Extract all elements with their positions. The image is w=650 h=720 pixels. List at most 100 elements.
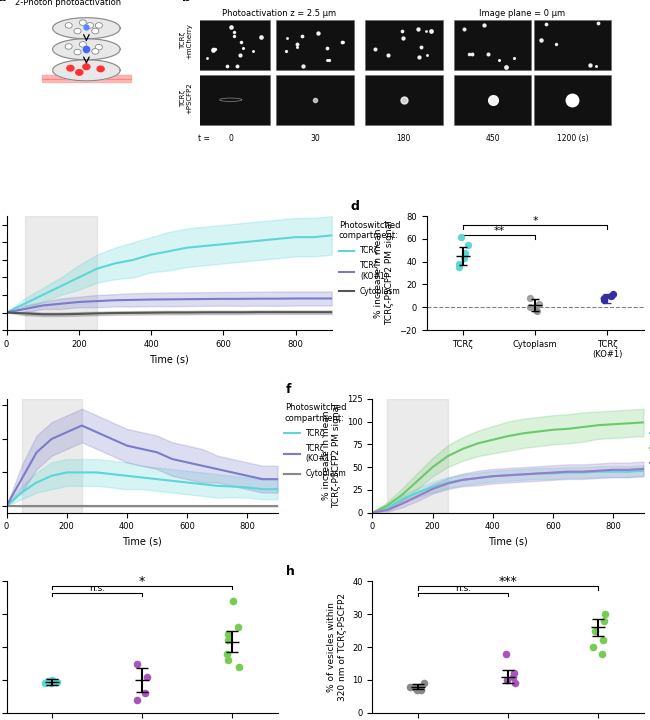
Point bbox=[46, 678, 56, 689]
Text: a: a bbox=[0, 0, 6, 4]
Bar bbox=[276, 20, 354, 71]
Circle shape bbox=[96, 22, 103, 28]
Text: **: ** bbox=[493, 226, 504, 236]
Point bbox=[508, 671, 519, 683]
Bar bbox=[192, 20, 270, 71]
Text: 1200 (s): 1200 (s) bbox=[556, 134, 588, 143]
Point bbox=[463, 239, 473, 251]
Point bbox=[405, 680, 415, 692]
Circle shape bbox=[79, 42, 86, 48]
Point bbox=[44, 675, 54, 687]
Point bbox=[599, 615, 610, 626]
Text: t =: t = bbox=[198, 134, 210, 143]
Polygon shape bbox=[53, 18, 120, 39]
Y-axis label: % increase in mean
TCRζ-PSCFP2 PM signal: % increase in mean TCRζ-PSCFP2 PM signal bbox=[322, 403, 341, 508]
Bar bbox=[387, 399, 448, 513]
Circle shape bbox=[86, 22, 94, 28]
X-axis label: Time (s): Time (s) bbox=[488, 537, 528, 547]
Text: 450: 450 bbox=[486, 134, 500, 143]
Bar bbox=[21, 399, 82, 513]
Point bbox=[47, 674, 57, 685]
Point bbox=[223, 635, 233, 647]
Circle shape bbox=[92, 48, 99, 54]
Text: 2-Photon photoactivation: 2-Photon photoactivation bbox=[16, 0, 122, 7]
Point bbox=[459, 253, 469, 264]
Text: Photoactivation z = 2.5 μm: Photoactivation z = 2.5 μm bbox=[222, 9, 336, 17]
Text: ***: *** bbox=[499, 575, 517, 588]
Point bbox=[228, 595, 239, 607]
Circle shape bbox=[79, 20, 86, 25]
Point bbox=[500, 648, 511, 660]
Bar bbox=[365, 74, 443, 125]
Text: 0: 0 bbox=[228, 134, 233, 143]
Text: d: d bbox=[351, 200, 359, 213]
Text: *: * bbox=[532, 216, 538, 226]
Text: TCRζ
+PSCFP2: TCRζ +PSCFP2 bbox=[180, 83, 193, 114]
Point bbox=[509, 667, 519, 679]
Bar bbox=[454, 20, 532, 71]
Point bbox=[234, 661, 244, 672]
Point bbox=[39, 678, 49, 689]
Point bbox=[590, 625, 601, 636]
Point bbox=[222, 648, 232, 660]
Point bbox=[606, 290, 616, 302]
Point bbox=[416, 684, 426, 696]
Point bbox=[419, 678, 429, 689]
Polygon shape bbox=[53, 39, 120, 60]
Point bbox=[142, 671, 152, 683]
Point bbox=[599, 292, 609, 304]
Bar bbox=[365, 20, 443, 71]
Y-axis label: % of vesicles within
320 nm of TCRζ-PSCFP2: % of vesicles within 320 nm of TCRζ-PSCF… bbox=[327, 593, 346, 701]
Text: 30: 30 bbox=[310, 134, 320, 143]
Point bbox=[532, 305, 543, 316]
Point bbox=[525, 292, 535, 304]
Point bbox=[460, 247, 471, 258]
Legend: TCRζ, TCRζ
(KO#1), Cytoplasm: TCRζ, TCRζ (KO#1), Cytoplasm bbox=[335, 217, 404, 299]
Circle shape bbox=[96, 45, 103, 50]
Point bbox=[534, 298, 545, 310]
Point bbox=[525, 302, 535, 313]
Text: TCRζ
+mCherry: TCRζ +mCherry bbox=[180, 23, 193, 59]
Text: f: f bbox=[286, 383, 291, 396]
X-axis label: Time (s): Time (s) bbox=[150, 354, 189, 364]
Point bbox=[408, 680, 419, 692]
Point bbox=[414, 680, 424, 692]
Bar bbox=[192, 74, 270, 125]
Point bbox=[608, 288, 618, 300]
Point bbox=[223, 628, 233, 639]
Point bbox=[131, 694, 142, 706]
Circle shape bbox=[76, 70, 83, 75]
Point bbox=[139, 688, 150, 699]
Point bbox=[454, 261, 464, 273]
Y-axis label: % increase in mean
TCRζ-PSCFP2 PM signal: % increase in mean TCRζ-PSCFP2 PM signal bbox=[374, 221, 394, 325]
Text: n.s.: n.s. bbox=[455, 584, 471, 593]
Text: *: * bbox=[139, 575, 145, 588]
Point bbox=[531, 304, 541, 315]
Circle shape bbox=[65, 44, 72, 49]
Text: Image plane = 0 μm: Image plane = 0 μm bbox=[479, 9, 566, 17]
Point bbox=[588, 642, 598, 653]
Text: n.s.: n.s. bbox=[89, 584, 105, 593]
Legend: TCRζ, Rab11a, Flotillin1/2: TCRζ, Rab11a, Flotillin1/2 bbox=[647, 400, 650, 471]
Bar bbox=[534, 74, 611, 125]
Circle shape bbox=[92, 28, 99, 34]
Text: b: b bbox=[182, 0, 190, 4]
Point bbox=[51, 676, 62, 688]
Polygon shape bbox=[53, 60, 120, 81]
Circle shape bbox=[83, 64, 90, 70]
Bar bbox=[25, 216, 97, 330]
Point bbox=[599, 294, 609, 306]
Circle shape bbox=[97, 66, 104, 72]
Legend: TCRζ, TCRζ
(KO#1), Cytoplasm: TCRζ, TCRζ (KO#1), Cytoplasm bbox=[281, 400, 350, 482]
Circle shape bbox=[65, 22, 72, 28]
Point bbox=[223, 654, 233, 666]
Bar bbox=[276, 74, 354, 125]
Circle shape bbox=[74, 49, 81, 55]
Point bbox=[600, 608, 610, 620]
Point bbox=[411, 684, 422, 696]
Point bbox=[502, 674, 513, 685]
X-axis label: Time (s): Time (s) bbox=[122, 537, 162, 547]
Point bbox=[510, 678, 520, 689]
Point bbox=[598, 635, 608, 647]
Bar bbox=[454, 74, 532, 125]
